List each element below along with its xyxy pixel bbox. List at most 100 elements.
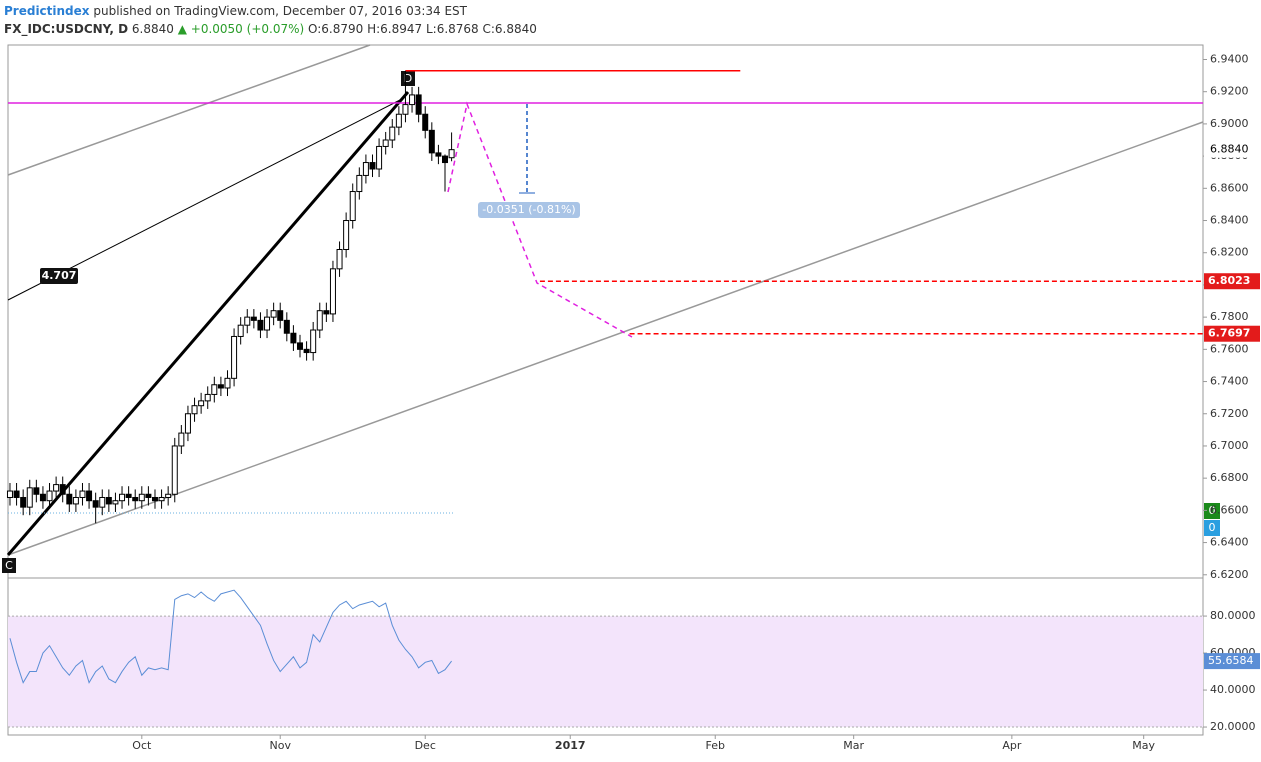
point-box bbox=[401, 71, 415, 86]
y-tick-label: 6.9000 bbox=[1210, 117, 1249, 130]
price: 6.8840 bbox=[131, 22, 174, 36]
point-label: D bbox=[404, 72, 412, 85]
candle-body bbox=[356, 174, 363, 193]
x-tick-label: 2017 bbox=[555, 739, 586, 752]
candle-body bbox=[92, 500, 99, 508]
rsi-line bbox=[9, 589, 452, 684]
candle-body bbox=[362, 162, 369, 176]
projection-path bbox=[447, 101, 633, 338]
author[interactable]: Predictindex bbox=[4, 4, 90, 18]
y-tick-label: 6.8200 bbox=[1210, 246, 1249, 259]
candle-body bbox=[323, 310, 330, 315]
y-tick-label: 6.8400 bbox=[1210, 214, 1249, 227]
candle-body bbox=[224, 377, 231, 389]
price-label-box bbox=[1204, 325, 1260, 342]
candle-body bbox=[6, 490, 13, 498]
candle-body bbox=[151, 496, 158, 502]
fib-box bbox=[40, 268, 78, 284]
candle-body bbox=[264, 316, 271, 331]
symbol-line: FX_IDC:USDCNY, D 6.8840 ▲ +0.0050 (+0.07… bbox=[4, 22, 537, 36]
last-price-label: 6.8840 bbox=[1210, 143, 1249, 156]
y-tick-label: 6.6400 bbox=[1210, 536, 1249, 549]
candle-body bbox=[79, 490, 86, 498]
y-tick-label: 80.0000 bbox=[1210, 609, 1256, 622]
candle-body bbox=[165, 493, 172, 498]
candle-body bbox=[316, 310, 323, 331]
symbol: FX_IDC:USDCNY, D bbox=[4, 22, 129, 36]
point-box bbox=[2, 558, 16, 573]
y-tick-label: 6.7400 bbox=[1210, 375, 1249, 388]
candle-body bbox=[217, 384, 224, 389]
frame bbox=[7, 44, 1204, 736]
candle-body bbox=[283, 319, 290, 334]
x-tick-label: Nov bbox=[269, 739, 291, 752]
change: ▲ +0.0050 (+0.07%) bbox=[177, 22, 305, 36]
candle-body bbox=[442, 155, 449, 164]
candle-body bbox=[389, 126, 396, 141]
y-tick-label: 6.7200 bbox=[1210, 407, 1249, 420]
last-value-label: 55.6584 bbox=[1208, 654, 1254, 667]
candle-body bbox=[376, 145, 383, 170]
candle-body bbox=[171, 445, 178, 495]
candle-body bbox=[448, 149, 455, 159]
candle-body bbox=[26, 487, 33, 508]
y-tick-label: 6.9400 bbox=[1210, 52, 1249, 65]
header-line: Predictindex published on TradingView.co… bbox=[4, 4, 467, 18]
x-tick-label: Dec bbox=[415, 739, 436, 752]
y-tick-label: 6.8600 bbox=[1210, 181, 1249, 194]
candle-body bbox=[138, 493, 145, 502]
candle-body bbox=[112, 500, 119, 505]
candle-body bbox=[231, 335, 238, 379]
candle-body bbox=[257, 319, 264, 331]
candle-body bbox=[178, 432, 185, 447]
candle-body bbox=[237, 324, 244, 337]
published: published on TradingView.com, December 0… bbox=[93, 4, 467, 18]
candle-body bbox=[409, 94, 416, 106]
candle-body bbox=[158, 496, 165, 502]
y-tick-label: 6.6200 bbox=[1210, 568, 1249, 581]
candle-body bbox=[211, 384, 218, 395]
candle-body bbox=[369, 162, 376, 170]
candle-body bbox=[20, 496, 27, 508]
candle-body bbox=[290, 332, 297, 344]
x-tick-label: Apr bbox=[1002, 739, 1022, 752]
ohlc: O:6.8790 H:6.8947 L:6.8768 C:6.8840 bbox=[308, 22, 537, 36]
candle-body bbox=[428, 129, 435, 154]
price-label: 6.8023 bbox=[1208, 274, 1250, 287]
candle-body bbox=[191, 405, 198, 415]
candle-body bbox=[349, 191, 356, 222]
candle-body bbox=[250, 316, 257, 321]
x-tick-label: May bbox=[1132, 739, 1155, 752]
y-tick-label: 40.0000 bbox=[1210, 683, 1256, 696]
fib-label: 4.707 bbox=[42, 269, 77, 282]
candle-body bbox=[39, 493, 46, 502]
x-tick-label: Oct bbox=[132, 739, 152, 752]
last-price-box bbox=[1204, 141, 1260, 158]
x-tick-label: Feb bbox=[706, 739, 725, 752]
channel-line bbox=[7, 121, 1204, 556]
last-value-box bbox=[1204, 653, 1260, 670]
candle-body bbox=[132, 496, 139, 502]
candle-body bbox=[33, 487, 40, 495]
rsi-band bbox=[8, 616, 1203, 728]
x-tick-label: Mar bbox=[843, 739, 864, 752]
y-tick-label: 6.6800 bbox=[1210, 471, 1249, 484]
candle-body bbox=[119, 493, 126, 502]
candle-body bbox=[53, 484, 60, 492]
candle-body bbox=[244, 316, 251, 326]
candle-body bbox=[198, 400, 205, 407]
y-tick-label: 6.7800 bbox=[1210, 310, 1249, 323]
candle-body bbox=[303, 348, 310, 354]
badge-label: 0 bbox=[1209, 504, 1216, 517]
candle-body bbox=[336, 249, 343, 270]
y-tick-label: 6.7000 bbox=[1210, 439, 1249, 452]
candle-body bbox=[99, 496, 106, 508]
candle-body bbox=[402, 104, 409, 115]
badge-label: 0 bbox=[1209, 521, 1216, 534]
candle-body bbox=[382, 139, 389, 147]
candle-body bbox=[204, 393, 211, 402]
point-label: C bbox=[5, 559, 13, 572]
candle-body bbox=[13, 490, 20, 498]
